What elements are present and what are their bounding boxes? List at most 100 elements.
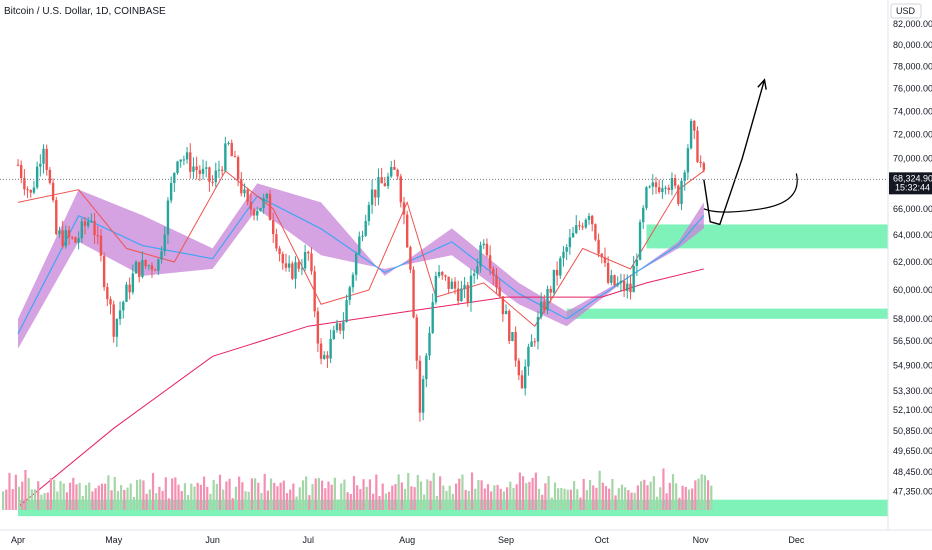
price-axis-panel[interactable] — [888, 0, 932, 530]
candle-body — [606, 262, 610, 283]
volume-bar — [419, 481, 423, 510]
volume-bar — [684, 487, 687, 510]
candle-body — [163, 234, 166, 252]
volume-bar — [155, 493, 158, 510]
volume-bar — [11, 489, 14, 510]
volume-bar — [311, 484, 314, 510]
candle-body — [472, 273, 476, 276]
candle-body — [610, 275, 613, 283]
candle-body — [58, 230, 61, 235]
volume-bar — [582, 478, 585, 510]
candle-body — [622, 280, 626, 292]
price-axis-ticks: 82,000.00 80,000.00 78,000.00 76,000.00 74,0… — [893, 19, 932, 497]
volume-bar — [244, 491, 247, 510]
candle-body — [425, 355, 428, 380]
candle-body — [399, 176, 402, 203]
candle-body — [683, 172, 686, 181]
demand-zone — [566, 308, 888, 319]
candle-body — [205, 167, 208, 169]
candle-body — [539, 301, 543, 318]
volume-bar — [506, 487, 509, 510]
candle-body — [160, 251, 163, 260]
price-tick-label: 58,000.00 — [893, 314, 932, 324]
price-tick-label: 78,000.00 — [893, 62, 932, 72]
current-price-value: 68,324.90 — [893, 173, 932, 183]
volume-bar — [116, 491, 120, 510]
volume-bar — [295, 496, 298, 510]
projection-alt-curve — [703, 173, 798, 213]
candle-body — [377, 177, 380, 198]
volume-bar — [161, 490, 164, 510]
candle-body — [396, 169, 399, 177]
volume-bar — [703, 475, 706, 510]
volume-bar — [560, 487, 563, 510]
candle-body — [450, 281, 454, 289]
time-tick-label: Jul — [303, 535, 315, 545]
candle-body — [122, 301, 125, 311]
volume-bar — [260, 492, 263, 510]
volume-bar — [209, 493, 212, 510]
candle-body — [313, 271, 316, 312]
volume-bar — [68, 482, 72, 510]
volume-bar — [553, 482, 557, 510]
candle-body — [329, 338, 332, 359]
candle-body — [565, 247, 568, 252]
currency-label-box[interactable] — [890, 3, 922, 19]
ma-band — [18, 183, 704, 349]
volume-bar — [330, 484, 333, 510]
candle-body — [635, 259, 639, 266]
volume-bar — [40, 494, 43, 510]
candle-body — [527, 346, 530, 367]
candle-body — [323, 355, 326, 359]
candle-body — [195, 166, 198, 171]
candle-body — [508, 311, 511, 341]
candle-body — [310, 253, 313, 272]
candle-body — [648, 186, 651, 188]
volume-bar — [547, 476, 550, 510]
candle-body — [26, 189, 29, 191]
volume-bar — [327, 481, 330, 510]
candle-body — [374, 189, 377, 198]
candle-body — [699, 161, 702, 164]
volume-bar — [81, 495, 84, 510]
candle-body — [367, 204, 371, 222]
volume-bar — [5, 489, 8, 510]
volume-bar — [49, 478, 53, 510]
candle-body — [332, 330, 336, 339]
symbol-title[interactable]: Bitcoin / U.S. Dollar, 1D, COINBASE — [4, 6, 166, 17]
price-tick-label: 74,000.00 — [893, 106, 932, 116]
candle-body — [99, 235, 103, 256]
fast-ma-line — [17, 170, 705, 327]
current-price-tag — [889, 172, 932, 195]
currency-label: USD — [896, 6, 916, 16]
candle-body — [409, 247, 412, 270]
volume-bars-layer — [2, 468, 713, 510]
volume-bar — [107, 475, 110, 510]
candle-body — [284, 263, 288, 268]
volume-bar — [413, 487, 416, 510]
volume-bar — [177, 484, 180, 510]
volume-bar — [17, 486, 21, 510]
candle-body — [326, 355, 329, 359]
volume-bar — [534, 472, 537, 510]
volume-bar — [416, 475, 419, 510]
volume-bar — [33, 489, 37, 510]
volume-bar — [391, 485, 394, 510]
volume-bar — [359, 489, 362, 510]
volume-bar — [470, 472, 474, 510]
volume-bar — [343, 479, 346, 510]
volume-bar — [486, 484, 490, 510]
volume-bar — [164, 477, 167, 510]
volume-bar — [668, 482, 671, 510]
volume-bar — [113, 476, 116, 510]
volume-bar — [78, 482, 81, 510]
candle-body — [361, 235, 364, 237]
volume-bar — [706, 480, 710, 510]
candle-body — [559, 258, 562, 276]
projection-drawing-layer[interactable] — [703, 78, 798, 226]
candle-body — [74, 237, 77, 243]
candle-body — [476, 266, 479, 274]
candle-body — [115, 319, 119, 337]
volume-bar — [630, 492, 633, 510]
